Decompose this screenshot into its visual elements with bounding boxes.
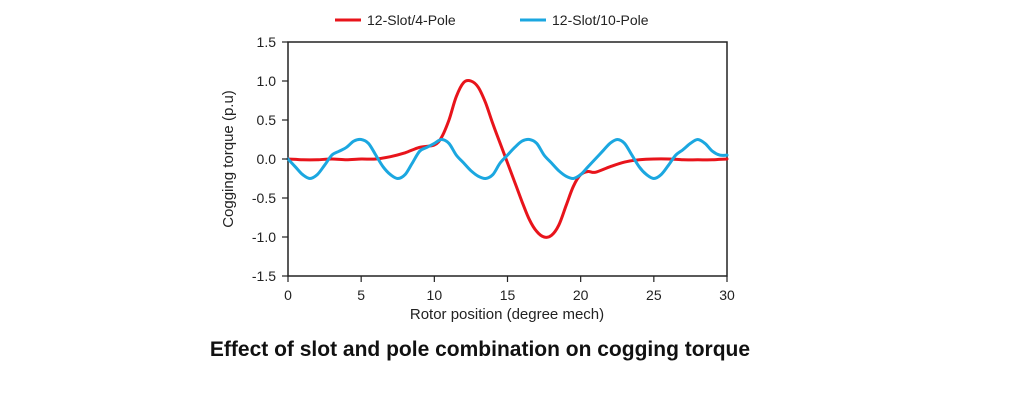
figure-caption: Effect of slot and pole combination on c… xyxy=(209,338,751,361)
series-line-1 xyxy=(286,78,729,239)
y-axis: 1.5 1.0 0.5 0.0 -0.5 -1.0 -1.5 xyxy=(252,34,288,284)
series-line-2 xyxy=(286,137,729,181)
x-tick-label: 5 xyxy=(357,287,365,303)
y-tick-label: -0.5 xyxy=(252,190,276,206)
y-tick-label: 1.0 xyxy=(257,73,277,89)
y-tick-label: 1.5 xyxy=(257,34,277,50)
x-tick-label: 30 xyxy=(719,287,735,303)
x-tick-label: 25 xyxy=(646,287,662,303)
legend: 12-Slot/4-Pole 12-Slot/10-Pole xyxy=(335,12,649,28)
legend-label-1: 12-Slot/4-Pole xyxy=(367,12,456,28)
x-axis-label: Rotor position (degree mech) xyxy=(410,306,604,323)
y-axis-label: Cogging torque (p.u) xyxy=(220,90,237,228)
x-tick-label: 20 xyxy=(573,287,589,303)
y-tick-label: -1.0 xyxy=(252,229,276,245)
y-tick-label: 0.5 xyxy=(257,112,277,128)
x-tick-label: 0 xyxy=(284,287,292,303)
x-tick-label: 15 xyxy=(500,287,516,303)
series-layer xyxy=(286,78,729,239)
x-axis: 0 5 10 15 20 25 30 xyxy=(284,276,735,303)
legend-label-2: 12-Slot/10-Pole xyxy=(552,12,649,28)
cogging-torque-chart: 12-Slot/4-Pole 12-Slot/10-Pole 1.5 1.0 0.5 0… xyxy=(220,12,735,323)
y-tick-label: -1.5 xyxy=(252,268,276,284)
y-tick-label: 0.0 xyxy=(257,151,277,167)
x-tick-label: 10 xyxy=(427,287,443,303)
plot-area xyxy=(286,41,729,277)
